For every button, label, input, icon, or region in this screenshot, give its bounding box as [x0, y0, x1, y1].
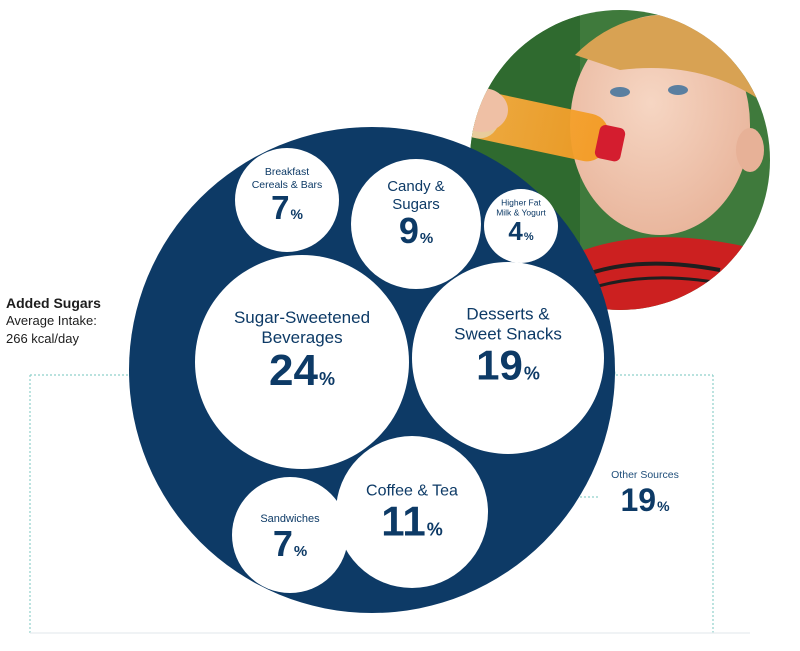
bubble-candy-sugars-circle [351, 159, 481, 289]
bubble-higher-fat-milk-yogurt-label: Higher Fat [501, 198, 541, 208]
other-sources-label: Other Sources [611, 469, 679, 481]
bubble-higher-fat-milk-yogurt-label: Milk & Yogurt [496, 208, 546, 218]
summary-subtitle-line1: Average Intake: [6, 313, 97, 328]
intake-summary: Added Sugars Average Intake: 266 kcal/da… [6, 294, 166, 348]
other-sources-value: 19% [620, 482, 670, 518]
summary-title: Added Sugars [6, 295, 101, 311]
bubble-sandwiches-label: Sandwiches [260, 513, 320, 525]
bubble-candy-sugars-label: Candy & [387, 178, 445, 195]
bubble-candy-sugars-label: Sugars [392, 196, 440, 213]
bubble-desserts-sweet-snacks-label: Desserts & [466, 305, 550, 324]
bubble-sugar-sweetened-beverages-circle [195, 255, 409, 469]
bubble-sugar-sweetened-beverages-label: Beverages [261, 328, 342, 347]
bubble-coffee-tea-circle [336, 436, 488, 588]
bubble-higher-fat-milk-yogurt-circle [484, 189, 558, 263]
bubble-breakfast-cereals-bars-label: Cereals & Bars [252, 179, 323, 191]
bubble-sugar-sweetened-beverages-label: Sugar-Sweetened [234, 308, 370, 327]
bubble-breakfast-cereals-bars-circle [235, 148, 339, 252]
bubble-desserts-sweet-snacks-label: Sweet Snacks [454, 325, 562, 344]
bubble-sandwiches-circle [232, 477, 348, 593]
bubble-coffee-tea-label: Coffee & Tea [366, 483, 458, 500]
summary-subtitle-line2: 266 kcal/day [6, 331, 79, 346]
bubble-desserts-sweet-snacks-circle [412, 262, 604, 454]
bubble-breakfast-cereals-bars-label: Breakfast [265, 166, 309, 178]
